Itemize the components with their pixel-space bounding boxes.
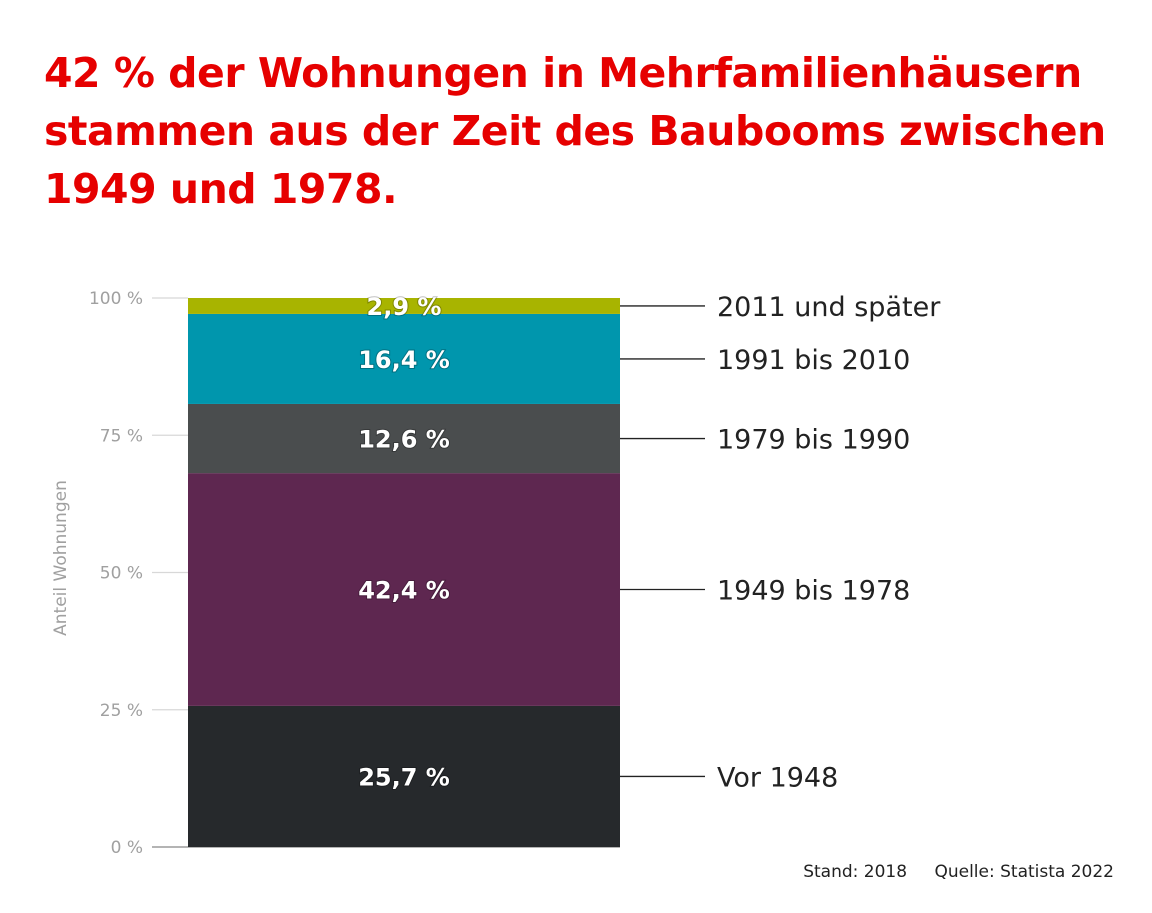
segment-value-label: 16,4 %	[358, 346, 450, 374]
legend-label: 1949 bis 1978	[717, 576, 910, 607]
bar-segment	[188, 403, 620, 474]
footer: Stand: 2018 Quelle: Statista 2022	[781, 862, 1114, 882]
footer-stand: Stand: 2018	[803, 862, 908, 882]
footer-source: Quelle: Statista 2022	[934, 862, 1114, 882]
y-tick-label: 0 %	[111, 838, 143, 858]
segment-value-label: 12,6 %	[358, 426, 450, 454]
y-tick-label: 75 %	[100, 426, 143, 446]
bar-segment	[188, 313, 620, 404]
y-axis-label: Anteil Wohnungen	[51, 480, 71, 636]
legend-label: 2011 und später	[717, 292, 941, 323]
legend-label: 1991 bis 2010	[717, 345, 910, 376]
legend-label: 1979 bis 1990	[717, 425, 910, 456]
chart-title: 42 % der Wohnungen in Mehrfamilienhäuser…	[44, 49, 1106, 213]
y-tick-label: 50 %	[100, 564, 143, 584]
bar-segment	[188, 705, 620, 847]
segment-value-label: 42,4 %	[358, 577, 450, 605]
bar-segment	[188, 473, 620, 706]
y-tick-label: 100 %	[89, 289, 143, 309]
segment-value-label: 25,7 %	[358, 763, 450, 791]
legend-label: Vor 1948	[717, 762, 838, 793]
segment-value-label: 2,9 %	[367, 293, 442, 321]
y-tick-label: 25 %	[100, 701, 143, 721]
bar-segment	[188, 298, 620, 314]
